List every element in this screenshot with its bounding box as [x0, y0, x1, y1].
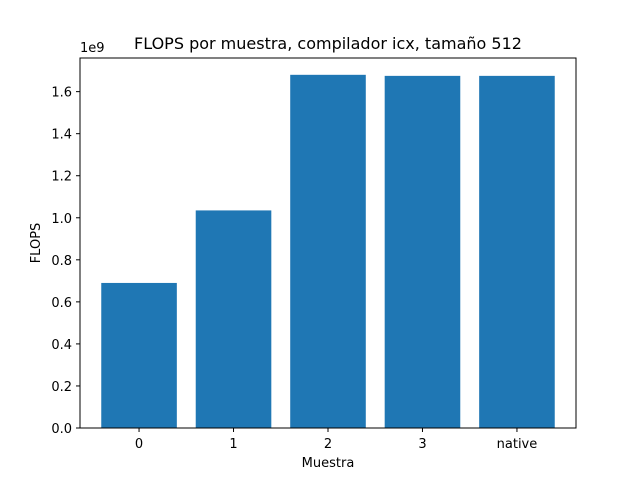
x-axis-label: Muestra — [302, 456, 355, 471]
x-tick-label: 3 — [418, 437, 426, 452]
bar-3 — [384, 75, 461, 428]
chart-title: FLOPS por muestra, compilador icx, tamañ… — [134, 34, 522, 53]
x-tick-label: native — [497, 437, 538, 452]
y-tick-label: 1.6 — [51, 86, 72, 101]
x-tick-label: 0 — [135, 437, 143, 452]
y-axis-ticks: 0.0 0.2 0.4 0.6 0.8 1.0 1.2 1.4 1.6 — [51, 86, 80, 437]
y-tick-label: 1.4 — [51, 128, 72, 143]
x-tick-label: 2 — [324, 437, 332, 452]
y-axis-label: FLOPS — [29, 223, 44, 264]
y-offset-label: 1e9 — [80, 41, 105, 56]
bars-group — [101, 74, 555, 429]
bar-1 — [195, 210, 272, 428]
x-tick-label: 1 — [229, 437, 237, 452]
x-axis-ticks: 0 1 2 3 native — [135, 428, 537, 452]
y-tick-label: 0.0 — [51, 422, 72, 437]
y-tick-label: 0.2 — [51, 380, 72, 395]
y-tick-label: 1.0 — [51, 212, 72, 227]
bar-2 — [290, 74, 366, 429]
y-tick-label: 1.2 — [51, 170, 72, 185]
plot-frame — [79, 57, 577, 429]
bar-0 — [101, 282, 177, 428]
y-tick-label: 0.6 — [51, 296, 72, 311]
y-tick-label: 0.8 — [51, 254, 72, 269]
y-tick-label: 0.4 — [51, 338, 72, 353]
bar-native — [479, 75, 555, 428]
